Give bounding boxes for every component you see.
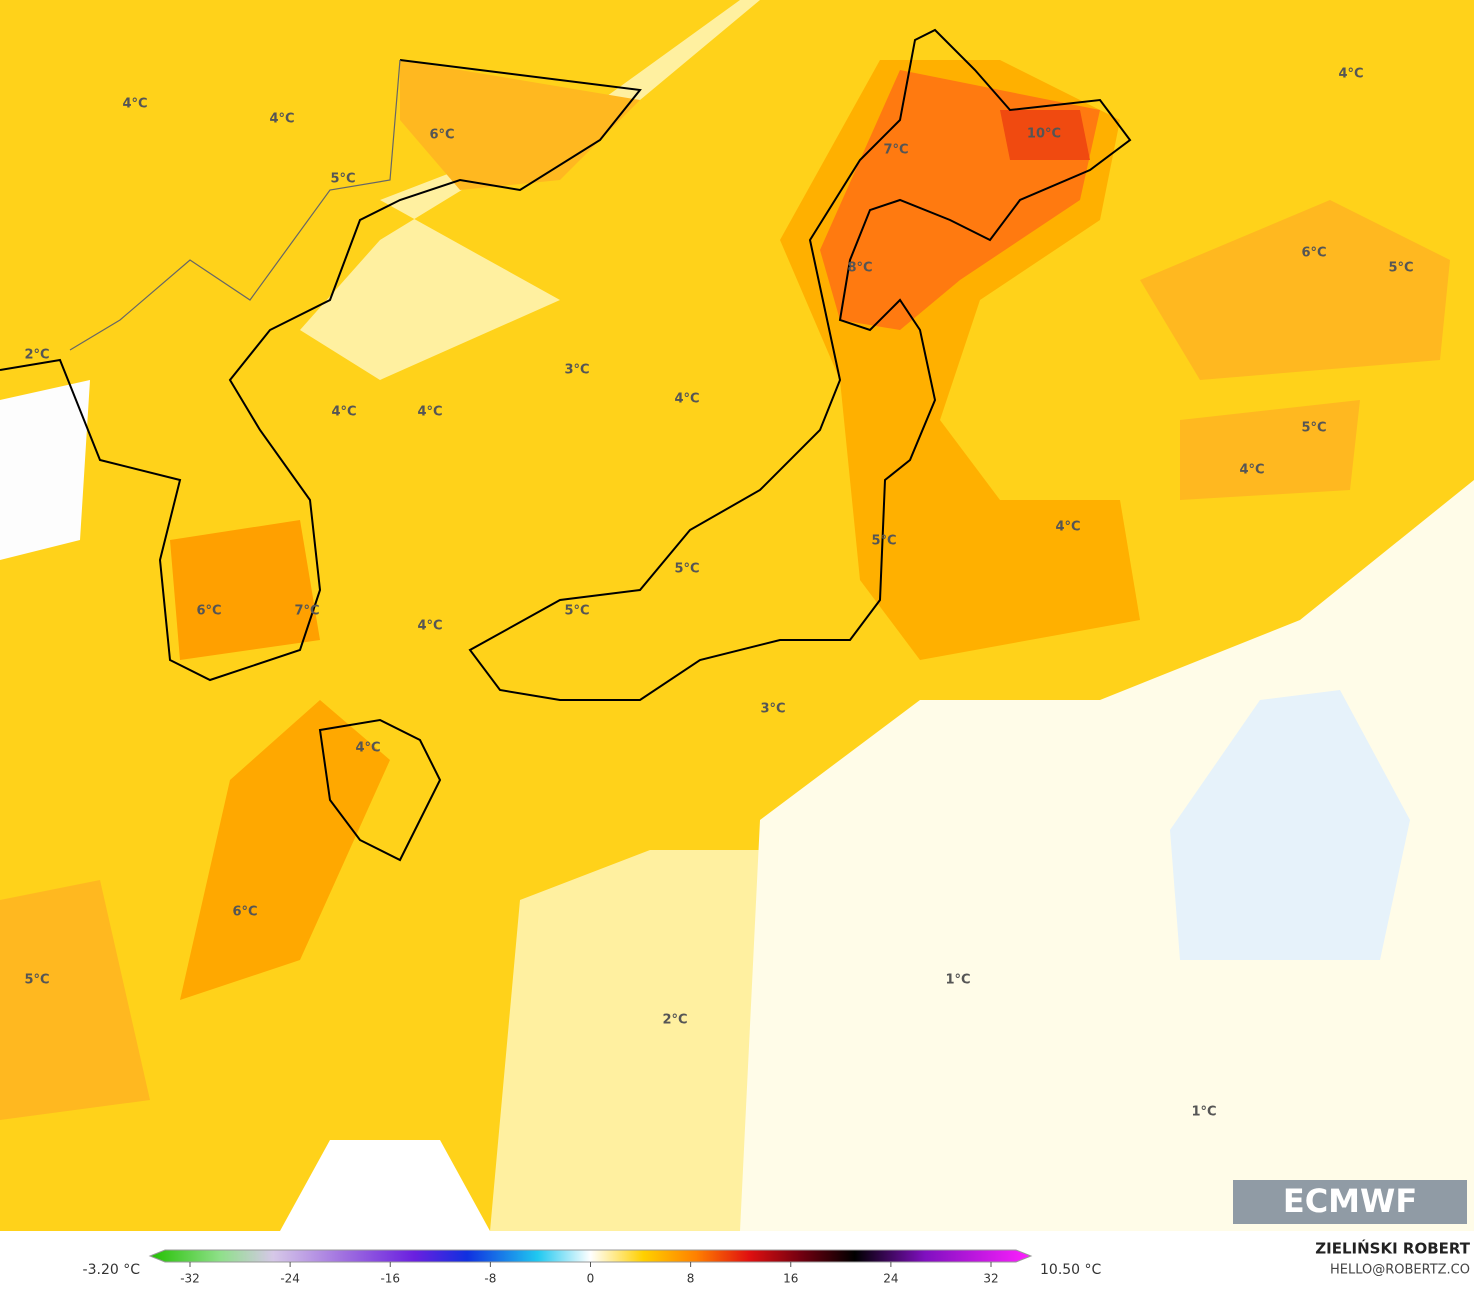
pale-zone bbox=[300, 0, 760, 380]
temperature-label: 8°C bbox=[847, 261, 872, 276]
colorbar-bar bbox=[148, 1249, 1033, 1263]
pale-zone bbox=[490, 850, 780, 1231]
warm-zone bbox=[170, 520, 320, 660]
warm-zone bbox=[180, 700, 390, 1000]
japan-coast bbox=[468, 28, 1132, 701]
temperature-label: 5°C bbox=[564, 604, 589, 619]
kyushu-coast bbox=[318, 718, 442, 862]
temperature-label: 4°C bbox=[417, 405, 442, 420]
contact: HELLO@ROBERTZ.CO bbox=[1330, 1263, 1470, 1278]
colorbar-tick-label: 8 bbox=[687, 1272, 695, 1286]
temperature-label: 5°C bbox=[871, 534, 896, 549]
map-field bbox=[0, 0, 1474, 1231]
colorbar-tick-label: -16 bbox=[380, 1272, 400, 1286]
temperature-label: 4°C bbox=[1239, 463, 1264, 478]
colorbar-tick-label: -24 bbox=[280, 1272, 300, 1286]
warm-zone bbox=[400, 60, 640, 190]
coastlines bbox=[0, 28, 1132, 862]
temperature-label: 5°C bbox=[1301, 421, 1326, 436]
author: ZIELIŃSKI ROBERT bbox=[1315, 1239, 1470, 1258]
temperature-label: 1°C bbox=[1191, 1105, 1216, 1120]
temperature-label: 4°C bbox=[1055, 520, 1080, 535]
hottest-zone bbox=[1000, 110, 1090, 160]
colorbar-tick-label: 0 bbox=[587, 1272, 595, 1286]
temperature-label: 4°C bbox=[674, 392, 699, 407]
temperature-label: 10°C bbox=[1027, 127, 1061, 142]
temperature-label: 4°C bbox=[355, 741, 380, 756]
temperature-label: 6°C bbox=[232, 905, 257, 920]
temperature-label: 4°C bbox=[417, 619, 442, 634]
temperature-label: 5°C bbox=[1388, 261, 1413, 276]
temperature-label: 5°C bbox=[330, 172, 355, 187]
logo-text: ECMWF bbox=[1283, 1182, 1417, 1220]
colorbar-tick-label: 24 bbox=[883, 1272, 898, 1286]
border bbox=[69, 59, 401, 351]
warm-zone bbox=[0, 880, 150, 1120]
temperature-label: 2°C bbox=[662, 1013, 687, 1028]
temperature-label: 3°C bbox=[760, 702, 785, 717]
colorbar-tick-label: -32 bbox=[180, 1272, 200, 1286]
white-zone bbox=[280, 1140, 490, 1231]
temperature-label: 4°C bbox=[1338, 67, 1363, 82]
temperature-label: 3°C bbox=[564, 363, 589, 378]
temperature-label: 6°C bbox=[1301, 246, 1326, 261]
temperature-label: 1°C bbox=[945, 973, 970, 988]
logo-box bbox=[1233, 1180, 1467, 1224]
temperature-label: 7°C bbox=[883, 143, 908, 158]
warm-zone bbox=[1180, 400, 1360, 500]
temperature-label: 7°C bbox=[294, 604, 319, 619]
temperature-label: 5°C bbox=[674, 562, 699, 577]
temperature-label: 6°C bbox=[429, 128, 454, 143]
temperature-label: 6°C bbox=[196, 604, 221, 619]
colorbar-tick-label: -8 bbox=[484, 1272, 496, 1286]
white-zone bbox=[0, 380, 90, 560]
colorbar-tick-label: 16 bbox=[783, 1272, 798, 1286]
map-labels: 4°C 4°C 6°C 5°C 4°C 10°C 7°C 8°C 6°C 5°C 2°C 3°C 4°C… bbox=[24, 67, 1413, 1120]
mainland-coast bbox=[0, 59, 642, 682]
temperature-label: 2°C bbox=[24, 348, 49, 363]
temperature-label: 4°C bbox=[122, 97, 147, 112]
colorbar-tick-label: 32 bbox=[983, 1272, 998, 1286]
warm-zone bbox=[1140, 200, 1450, 380]
colorbar-min: -3.20 °C bbox=[83, 1262, 141, 1278]
logo: ECMWF bbox=[1233, 1180, 1467, 1224]
white-zone bbox=[740, 480, 1474, 1231]
colorbar-max: 10.50 °C bbox=[1040, 1262, 1102, 1278]
cold-zone bbox=[1170, 690, 1410, 960]
temperature-label: 5°C bbox=[24, 973, 49, 988]
temperature-label: 4°C bbox=[331, 405, 356, 420]
temperature-label: 4°C bbox=[269, 112, 294, 127]
colorbar: -3.20 °C 10.50 °C -32 -24 -16 -8 0 8 16 24 32 bbox=[83, 1249, 1102, 1286]
